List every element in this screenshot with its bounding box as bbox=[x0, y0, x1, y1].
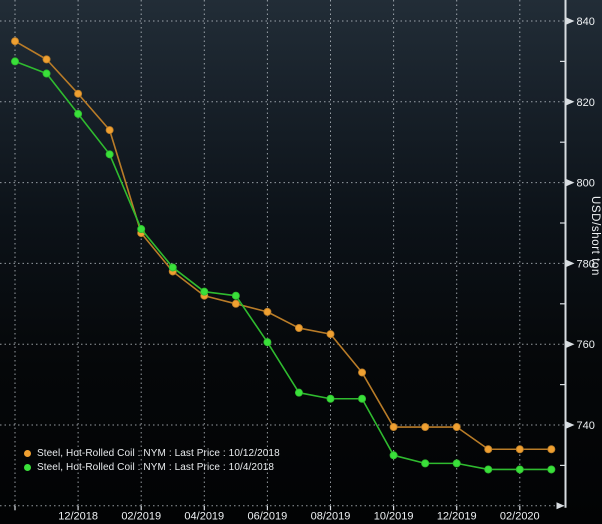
legend-item-last-price-10-4-2018[interactable]: Steel, Hot-Rolled Coil : NYM : Last Pric… bbox=[24, 460, 280, 474]
y-tick-label: 760 bbox=[577, 339, 595, 351]
data-point bbox=[294, 388, 303, 397]
data-point bbox=[326, 394, 335, 403]
data-point bbox=[74, 109, 83, 118]
y-tick-arrow-icon bbox=[566, 421, 575, 429]
series-line-0 bbox=[14, 40, 552, 451]
data-point bbox=[358, 368, 367, 377]
data-point bbox=[421, 423, 430, 432]
x-tick-label: 02/2020 bbox=[500, 510, 540, 522]
y-tick-arrow-icon bbox=[566, 179, 575, 187]
legend-item-last-price-10-12-2018[interactable]: Steel, Hot-Rolled Coil : NYM : Last Pric… bbox=[24, 446, 280, 460]
x-axis-end-arrow-icon bbox=[556, 502, 565, 510]
y-tick-label: 840 bbox=[577, 16, 595, 28]
x-tick-label: 12/2018 bbox=[58, 510, 98, 522]
data-point bbox=[105, 150, 114, 159]
y-axis-title: USD/short ton bbox=[589, 196, 601, 277]
data-point bbox=[10, 57, 19, 66]
x-tick-label: 10/2019 bbox=[374, 510, 414, 522]
data-point bbox=[74, 89, 83, 98]
x-tick-label: 12/2019 bbox=[437, 510, 477, 522]
y-tick-label: 800 bbox=[577, 178, 595, 190]
data-point bbox=[547, 465, 556, 474]
series-line-1 bbox=[14, 60, 552, 471]
data-point bbox=[42, 55, 51, 64]
data-point bbox=[452, 423, 461, 432]
data-point bbox=[263, 307, 272, 316]
data-point bbox=[168, 263, 177, 272]
data-point bbox=[389, 451, 398, 460]
data-point bbox=[10, 37, 19, 46]
data-point bbox=[484, 445, 493, 454]
data-point bbox=[42, 69, 51, 78]
legend-label-green: Steel, Hot-Rolled Coil : NYM : Last Pric… bbox=[37, 461, 275, 473]
x-tick-label: 04/2019 bbox=[184, 510, 224, 522]
data-point bbox=[547, 445, 556, 454]
legend-label-orange: Steel, Hot-Rolled Coil : NYM : Last Pric… bbox=[37, 447, 280, 459]
data-point bbox=[515, 465, 524, 474]
chart-legend: Steel, Hot-Rolled Coil : NYM : Last Pric… bbox=[24, 446, 280, 474]
data-point bbox=[515, 445, 524, 454]
y-tick-label: 780 bbox=[577, 258, 595, 270]
data-point bbox=[484, 465, 493, 474]
data-point bbox=[263, 338, 272, 347]
legend-bullet-orange-icon bbox=[24, 449, 31, 457]
x-tick-label: 06/2019 bbox=[248, 510, 288, 522]
data-point bbox=[105, 126, 114, 135]
y-tick-arrow-icon bbox=[566, 17, 575, 25]
y-tick-label: 740 bbox=[577, 420, 595, 432]
data-point bbox=[452, 459, 461, 468]
data-point bbox=[231, 299, 240, 308]
data-point bbox=[389, 423, 398, 432]
y-tick-label: 820 bbox=[577, 97, 595, 109]
y-tick-arrow-icon bbox=[566, 259, 575, 267]
y-tick-arrow-icon bbox=[566, 98, 575, 106]
legend-bullet-green-icon bbox=[24, 463, 31, 471]
data-point bbox=[358, 394, 367, 403]
data-point bbox=[326, 330, 335, 339]
x-tick-label: 08/2019 bbox=[311, 510, 351, 522]
y-tick-arrow-icon bbox=[566, 340, 575, 348]
data-point bbox=[294, 324, 303, 333]
data-point bbox=[231, 291, 240, 300]
data-point bbox=[200, 287, 209, 296]
data-point bbox=[421, 459, 430, 468]
data-point bbox=[137, 225, 146, 234]
x-tick-label: 02/2019 bbox=[121, 510, 161, 522]
